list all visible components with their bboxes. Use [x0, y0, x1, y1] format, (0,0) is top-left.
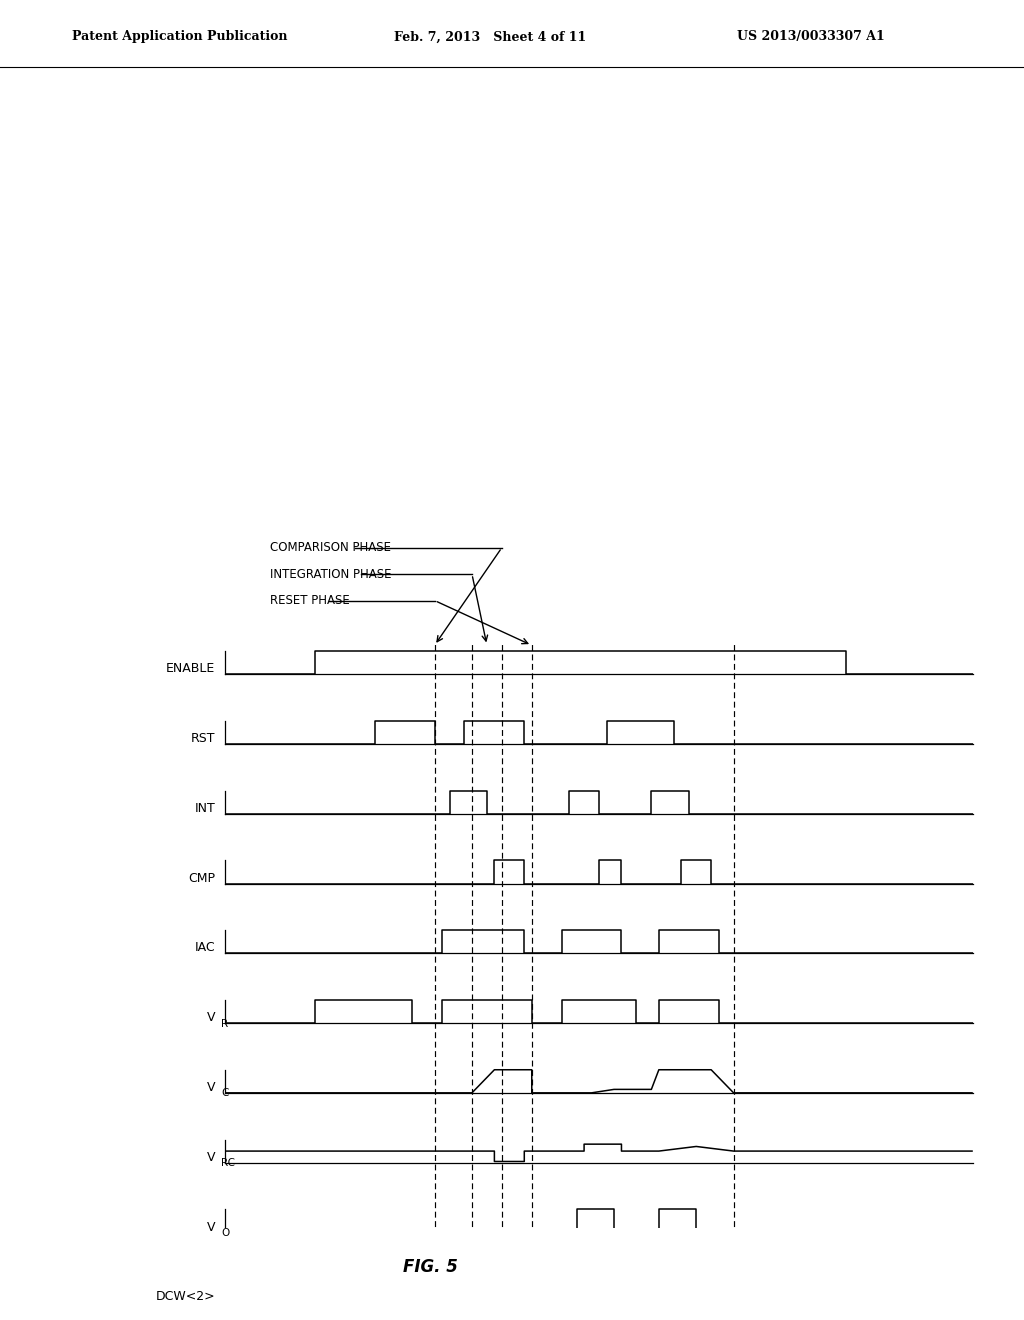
Text: V: V	[207, 1011, 215, 1024]
Text: INT: INT	[195, 801, 215, 814]
Text: RC: RC	[221, 1158, 236, 1168]
Text: US 2013/0033307 A1: US 2013/0033307 A1	[737, 30, 885, 44]
Text: C: C	[221, 1088, 228, 1098]
Text: COMPARISON PHASE: COMPARISON PHASE	[270, 541, 391, 554]
Text: V: V	[207, 1081, 215, 1094]
Text: FIG. 5: FIG. 5	[402, 1258, 458, 1276]
Text: RESET PHASE: RESET PHASE	[270, 594, 350, 607]
Text: V: V	[207, 1151, 215, 1164]
Text: O: O	[221, 1228, 229, 1238]
Text: DCW<2>: DCW<2>	[156, 1291, 215, 1303]
Text: CMP: CMP	[188, 871, 215, 884]
Text: INTEGRATION PHASE: INTEGRATION PHASE	[270, 568, 391, 581]
Text: IAC: IAC	[195, 941, 215, 954]
Text: V: V	[207, 1221, 215, 1234]
Text: Patent Application Publication: Patent Application Publication	[72, 30, 287, 44]
Text: R: R	[221, 1019, 228, 1028]
Text: ENABLE: ENABLE	[166, 663, 215, 676]
Text: RST: RST	[190, 733, 215, 744]
Text: Feb. 7, 2013   Sheet 4 of 11: Feb. 7, 2013 Sheet 4 of 11	[394, 30, 587, 44]
